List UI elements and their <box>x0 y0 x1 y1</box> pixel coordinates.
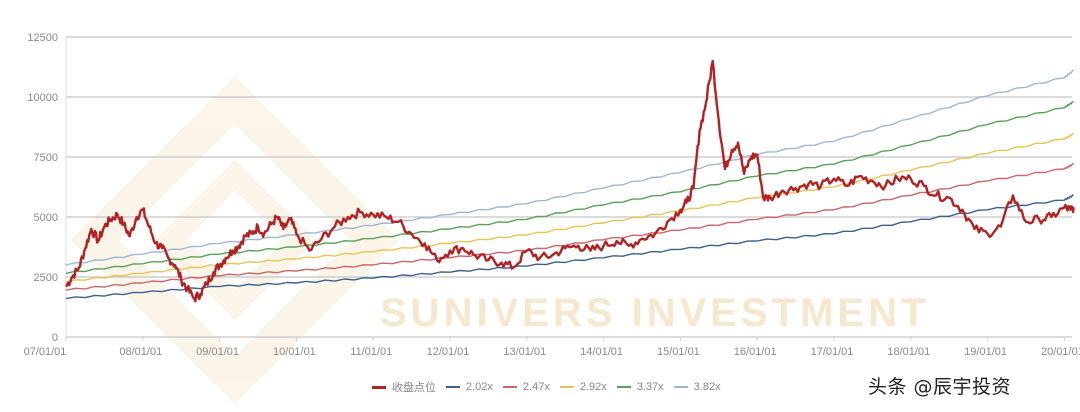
legend-swatch-icon <box>673 386 688 388</box>
x-tick-label: 19/01/01 <box>964 346 1007 358</box>
legend-label: 2.92x <box>579 381 607 393</box>
legend-swatch-icon <box>372 385 386 389</box>
watermark-text: SUNIVERS INVESTMENT <box>380 291 929 335</box>
legend-swatch-icon <box>446 386 460 388</box>
gridlines <box>66 36 1072 338</box>
x-tick-label: 14/01/01 <box>580 346 623 358</box>
y-tick-label: 2500 <box>34 272 58 284</box>
legend-swatch-icon <box>616 386 631 388</box>
legend-item[interactable]: 3.37x <box>616 381 664 393</box>
legend-swatch-icon <box>502 386 517 388</box>
y-tick-label: 10000 <box>27 92 58 104</box>
legend-item[interactable]: 2.02x <box>446 381 493 393</box>
legend-swatch-icon <box>559 386 574 388</box>
legend-label: 2.02x <box>466 381 493 393</box>
x-tick-label: 16/01/01 <box>734 346 777 358</box>
y-tick-label: 12500 <box>27 32 58 44</box>
y-tick-label: 5000 <box>34 212 58 224</box>
x-tick-label: 17/01/01 <box>811 346 854 358</box>
y-tick-label: 0 <box>52 332 58 344</box>
y-tick-label: 7500 <box>34 152 58 164</box>
legend-item[interactable]: 收盘点位 <box>372 379 436 395</box>
legend: 收盘点位 2.02x 2.47x 2.92x 3.37x 3.82x <box>372 379 731 395</box>
close-price-line <box>65 59 1075 303</box>
pb-band-line-3.37x <box>65 100 1074 275</box>
pb-band-line-2.02x <box>65 194 1074 300</box>
legend-item[interactable]: 2.47x <box>502 381 550 393</box>
x-tick-label: 15/01/01 <box>657 346 700 358</box>
x-tick-label: 10/01/01 <box>273 346 316 358</box>
y-axis: 0 2500 5000 7500 10000 12500 <box>27 32 67 344</box>
watermark: SUNIVERS INVESTMENT <box>70 75 929 405</box>
x-tick-label: 13/01/01 <box>503 346 546 358</box>
pb-band-line-3.82x <box>65 69 1074 266</box>
legend-label: 收盘点位 <box>392 382 436 394</box>
x-tick-label: 09/01/01 <box>196 346 239 358</box>
legend-label: 3.37x <box>636 381 664 393</box>
x-tick-label: 11/01/01 <box>350 346 392 358</box>
watermark-logo-icon <box>70 75 400 405</box>
x-tick-label: 08/01/01 <box>119 346 162 358</box>
pb-band-line-2.92x <box>65 133 1074 283</box>
legend-label: 2.47x <box>522 381 550 393</box>
x-tick-label: 07/01/01 <box>24 346 67 358</box>
x-axis: 07/01/01 08/01/01 09/01/01 10/01/01 11/01/01… <box>24 337 1080 358</box>
legend-label: 3.82x <box>693 381 721 393</box>
legend-item[interactable]: 2.92x <box>559 381 607 393</box>
series-lines <box>65 59 1075 303</box>
legend-item[interactable]: 3.82x <box>673 381 721 393</box>
x-tick-label: 18/01/01 <box>887 346 930 358</box>
x-tick-label: 12/01/01 <box>427 346 470 358</box>
source-credit: 头条 @辰宇投资 <box>868 376 1012 398</box>
x-tick-label: 20/01/01 <box>1041 346 1080 358</box>
pb-band-line-2.47x <box>65 163 1074 291</box>
